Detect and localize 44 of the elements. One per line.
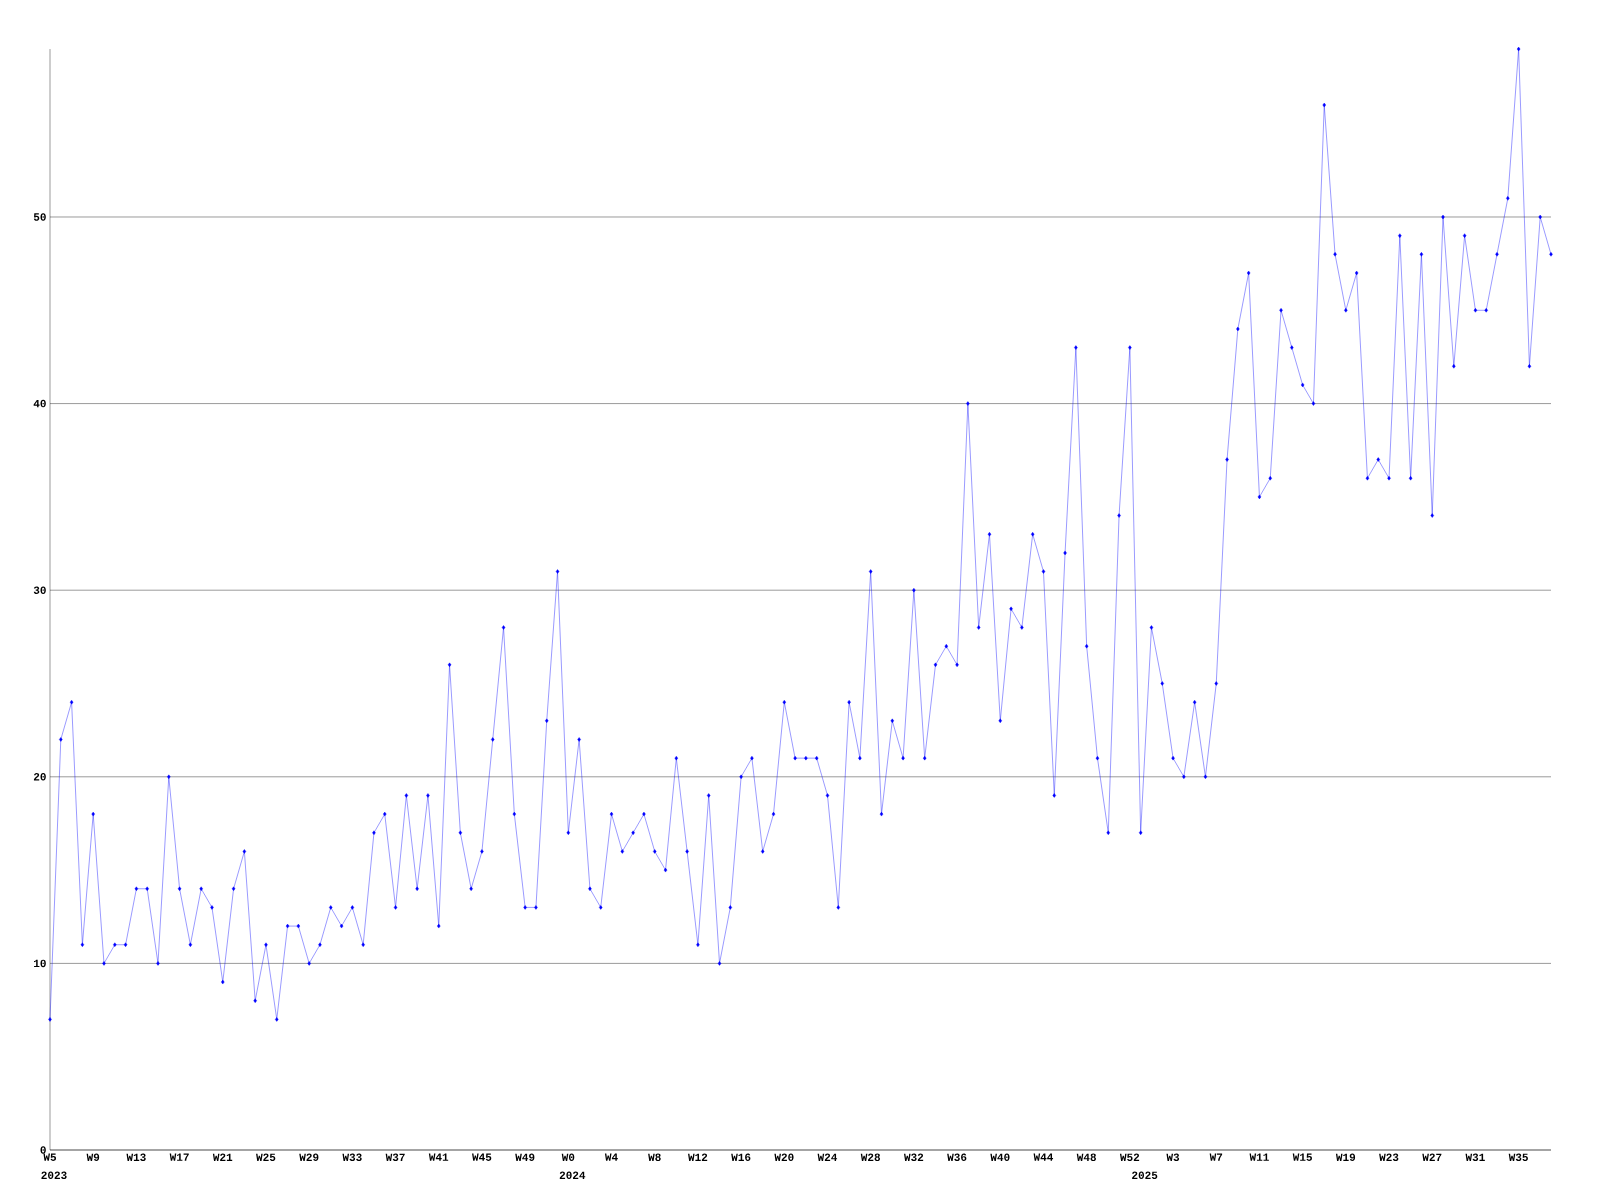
x-tick-label: W16 [731,1153,751,1161]
x-tick-label: W7 [1209,1153,1223,1161]
y-tick-label: 10 [34,959,46,968]
x-tick-label: W52 [1119,1153,1140,1161]
x-tick-label: W20 [774,1153,794,1161]
y-tick-label: 0 [40,1146,46,1154]
y-tick-label: 20 [33,773,46,781]
x-tick-label: W44 [1033,1153,1054,1161]
x-tick-label: W17 [169,1153,189,1161]
x-tick-label: W8 [648,1153,661,1161]
x-tick-label: W27 [1422,1153,1442,1161]
x-tick-label: W12 [688,1153,708,1161]
text: 2025 [1132,1171,1158,1179]
x-tick-label: W19 [1335,1153,1356,1161]
x-tick-label: W31 [1465,1153,1485,1162]
x-tick-label: W13 [126,1153,146,1162]
x-tick-label: W41 [428,1153,449,1161]
y-tick-label: 40 [33,399,46,408]
x-tick-label: W36 [947,1153,967,1162]
x-tick-label: W35 [1508,1153,1528,1162]
x-tick-label: W0 [561,1153,575,1161]
x-tick-label: W25 [256,1153,276,1161]
x-tick-label: W40 [990,1153,1010,1161]
x-tick-label: W21 [212,1153,233,1161]
y-tick-label: 30 [33,586,46,594]
x-tick-label: W48 [1076,1153,1096,1161]
x-tick-label: W49 [515,1153,535,1161]
x-tick-label: W3 [1166,1153,1180,1162]
x-tick-label: W24 [817,1153,838,1161]
x-tick-label: W11 [1249,1153,1269,1161]
x-tick-label: W28 [860,1153,880,1161]
x-tick-label: W15 [1292,1153,1312,1161]
x-tick-label: W45 [472,1153,492,1161]
x-tick-label: W4 [604,1153,618,1161]
x-tick-label: W32 [903,1153,924,1162]
x-tick-label: W33 [342,1153,362,1162]
x-tick-label: W5 [43,1153,57,1161]
x-tick-label: W37 [385,1153,405,1162]
x-tick-label: W9 [86,1153,100,1161]
y-tick-label: 50 [33,213,46,221]
x-tick-label: W23 [1379,1153,1399,1162]
text: 2023 [41,1171,67,1180]
text: 2024 [559,1171,586,1179]
x-tick-label: W29 [299,1153,319,1161]
